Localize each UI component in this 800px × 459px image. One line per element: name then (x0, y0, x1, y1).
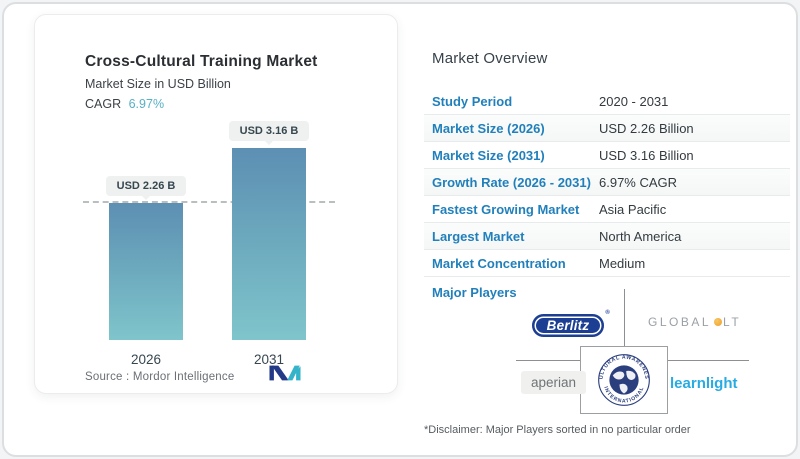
row-label: Market Size (2026) (432, 120, 545, 136)
bar-column-2031: USD 3.16 B (228, 121, 310, 340)
bar-2026 (109, 203, 183, 340)
x-axis-label-2026: 2026 (130, 352, 162, 367)
x-axis-label-2031: 2031 (253, 352, 285, 367)
globe-emblem-icon: CULTURAL AWARENESS INTERNATIONAL (597, 353, 650, 406)
disclaimer-text: *Disclaimer: Major Players sorted in no … (424, 424, 691, 436)
chart-subtitle: Market Size in USD Billion (85, 77, 231, 91)
global-lt-dot-icon (714, 318, 723, 326)
row-label: Growth Rate (2026 - 2031) (432, 174, 591, 190)
bar-chart: USD 2.26 B USD 3.16 B 2026 2031 (35, 15, 397, 393)
bar-value-badge: USD 3.16 B (228, 121, 310, 141)
row-label: Market Size (2031) (432, 147, 545, 163)
bar-column-2026: USD 2.26 B (105, 176, 187, 340)
source-label: Source : (85, 371, 130, 383)
bar-2031 (232, 148, 306, 340)
berlitz-logo: Berlitz ® (532, 310, 610, 337)
row-value: USD 3.16 Billion (599, 147, 694, 163)
market-overview-heading: Market Overview (432, 50, 548, 67)
row-value: North America (599, 228, 682, 244)
bar-value-badge: USD 2.26 B (105, 176, 187, 196)
row-value: 6.97% CAGR (599, 174, 678, 190)
reference-line (83, 201, 335, 203)
market-overview-table: Study Period 2020 - 2031 Market Size (20… (424, 88, 790, 277)
learnlight-logo: learnlight (670, 375, 738, 392)
row-value: 2020 - 2031 (599, 93, 669, 109)
cagr-value: 6.97% (128, 97, 165, 111)
players-divider-left (516, 360, 580, 361)
major-players-label: Major Players (432, 285, 517, 300)
table-row-market-size-2031: Market Size (2031) USD 3.16 Billion (424, 142, 790, 169)
table-row-fastest-growing-market: Fastest Growing Market Asia Pacific (424, 196, 790, 223)
mordor-intelligence-logo-icon (269, 365, 301, 381)
players-divider-vertical (624, 289, 625, 346)
table-row-study-period: Study Period 2020 - 2031 (424, 88, 790, 115)
source-line: Source : Mordor Intelligence (85, 371, 234, 383)
row-value: Medium (599, 255, 646, 271)
global-lt-logo: GLOBAL LT (648, 315, 742, 329)
registered-mark: ® (605, 310, 610, 316)
aperian-logo: aperian (521, 371, 587, 394)
table-row-growth-rate: Growth Rate (2026 - 2031) 6.97% CAGR (424, 169, 790, 196)
chart-card: Cross-Cultural Training Market Market Si… (34, 14, 398, 394)
row-value: Asia Pacific (599, 201, 667, 217)
cultural-awareness-international-logo: CULTURAL AWARENESS INTERNATIONAL (580, 346, 668, 414)
table-row-market-concentration: Market Concentration Medium (424, 250, 790, 277)
row-label: Largest Market (432, 228, 525, 244)
source-value: Mordor Intelligence (132, 371, 235, 383)
cagr-line: CAGR 6.97% (85, 97, 164, 111)
row-label: Fastest Growing Market (432, 201, 580, 217)
row-label: Study Period (432, 93, 513, 109)
table-row-market-size-2026: Market Size (2026) USD 2.26 Billion (424, 115, 790, 142)
row-label: Market Concentration (432, 255, 566, 271)
cagr-label: CAGR (85, 97, 122, 111)
chart-title: Cross-Cultural Training Market (85, 53, 318, 70)
players-divider-right (668, 360, 749, 361)
table-row-largest-market: Largest Market North America (424, 223, 790, 250)
row-value: USD 2.26 Billion (599, 120, 694, 136)
